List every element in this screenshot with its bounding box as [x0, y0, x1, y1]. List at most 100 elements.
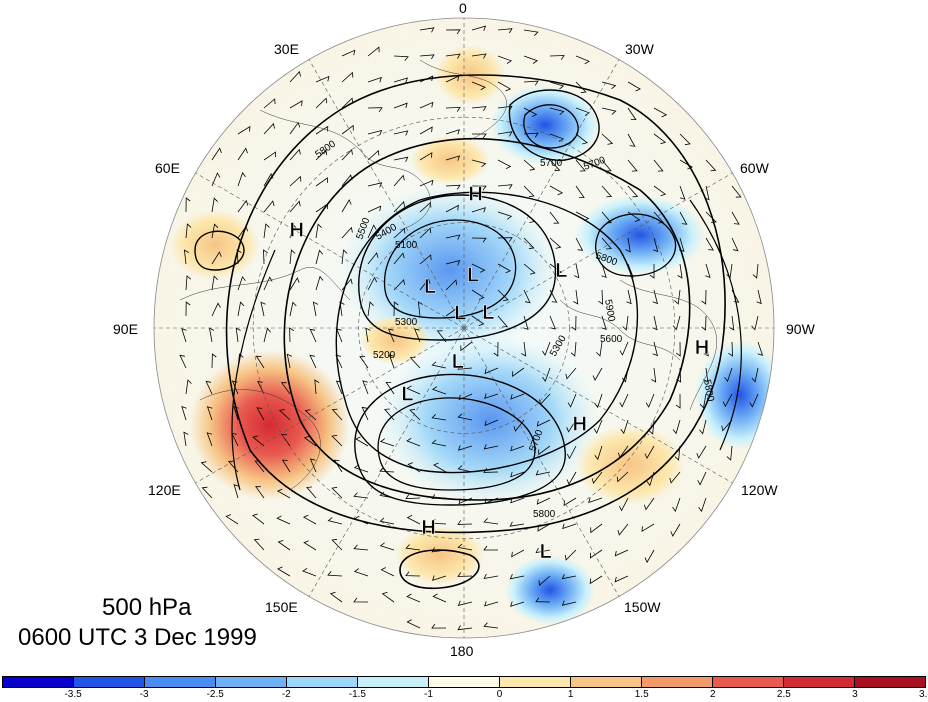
wind-barb — [255, 355, 265, 369]
colorbar-cell — [358, 677, 429, 687]
wind-barb — [379, 467, 395, 473]
low-pressure-center: L — [482, 302, 494, 324]
wind-barb — [312, 301, 319, 317]
wind-barb — [253, 538, 265, 551]
meridian-line — [463, 169, 738, 329]
wind-barb — [471, 81, 486, 91]
wind-barb — [562, 523, 577, 530]
wind-barb — [483, 518, 499, 525]
wind-barb — [697, 471, 707, 486]
wind-barb — [206, 406, 213, 421]
wind-barb — [260, 301, 266, 317]
wind-barb — [703, 367, 709, 383]
wind-barb — [419, 101, 434, 109]
wind-barb — [509, 521, 525, 527]
wind-barb — [457, 465, 473, 473]
wind-barb — [549, 263, 563, 275]
wind-barb — [565, 367, 577, 380]
contour-label: 5700 — [540, 158, 563, 169]
wind-barb — [417, 301, 423, 317]
wind-barb — [383, 408, 395, 421]
lon-label-30e: 30E — [274, 41, 299, 57]
wind-barb — [471, 53, 487, 59]
wind-barb — [419, 179, 434, 187]
wind-barb — [286, 353, 292, 369]
wind-barb — [679, 185, 686, 200]
wind-barb — [728, 341, 733, 357]
wind-barb — [281, 434, 291, 447]
wind-barb — [211, 353, 217, 369]
wind-barb — [627, 81, 641, 92]
wind-barb — [731, 211, 740, 225]
colorbar-cell — [571, 677, 642, 687]
wind-barb — [471, 106, 487, 112]
wind-barb — [445, 260, 461, 266]
wind-barb — [445, 279, 458, 291]
wind-barb — [523, 132, 539, 138]
wind-barb — [483, 444, 499, 450]
wind-barb — [497, 131, 513, 137]
wind-barb — [601, 133, 614, 145]
colorbar-cell — [500, 677, 571, 687]
wind-barb — [575, 133, 588, 145]
wind-barb — [699, 393, 707, 409]
wind-barb — [721, 419, 733, 432]
wind-barb — [445, 307, 458, 317]
wind-barb — [181, 405, 187, 421]
high-pressure-center: H — [695, 337, 709, 359]
wind-barb — [331, 538, 343, 551]
wind-barb — [731, 237, 739, 252]
wind-barb — [445, 184, 461, 190]
wind-barb — [431, 519, 447, 525]
wind-barb — [614, 575, 629, 583]
wind-barb — [616, 471, 629, 483]
wind-barb — [549, 81, 565, 90]
colorbar-tick-label: 2 — [709, 689, 716, 700]
meridian-line — [190, 327, 465, 487]
wind-barb — [493, 341, 499, 357]
wind-barb — [497, 159, 512, 170]
wind-barb — [483, 622, 499, 629]
wind-barb — [185, 197, 191, 213]
wind-barb — [497, 263, 512, 274]
wind-barb — [263, 249, 268, 265]
wind-barb — [341, 199, 352, 213]
wind-barb — [549, 55, 565, 60]
wind-barb — [419, 254, 432, 265]
wind-barb — [722, 393, 733, 408]
wind-barb — [367, 149, 380, 161]
wind-barb — [263, 151, 276, 161]
wind-barb — [393, 279, 405, 291]
wind-barb — [703, 341, 709, 357]
high-pressure-center: H — [572, 413, 586, 435]
wind-barb — [513, 419, 525, 432]
wind-barb — [675, 341, 681, 357]
wind-barb — [233, 483, 239, 499]
wind-barb — [263, 98, 276, 109]
wind-barb — [549, 107, 565, 116]
colorbar-tick-label: 3.5 — [919, 689, 928, 700]
wind-barb — [393, 156, 409, 162]
colorbar-tick-label: -1 — [424, 689, 433, 700]
wind-barb — [309, 354, 317, 369]
contour-label: 5100 — [395, 240, 418, 251]
wind-barb — [497, 211, 513, 220]
wind-barb — [672, 315, 681, 331]
lon-label-0: 0 — [459, 0, 467, 16]
wind-barb — [211, 147, 222, 161]
wind-barb — [538, 445, 551, 456]
wind-barb — [393, 102, 408, 109]
wind-barb — [510, 445, 525, 452]
wind-barb — [484, 393, 499, 399]
wind-barb — [705, 211, 717, 223]
wind-barb — [406, 385, 421, 395]
wind-barb — [549, 211, 560, 224]
wind-barb — [183, 249, 189, 265]
wind-barb — [341, 148, 353, 161]
wind-barb — [419, 151, 433, 161]
wind-barb — [331, 434, 343, 447]
wind-barb — [315, 97, 328, 109]
wind-barb — [315, 223, 322, 239]
wind-barb — [705, 237, 714, 251]
wind-barb — [497, 105, 513, 111]
